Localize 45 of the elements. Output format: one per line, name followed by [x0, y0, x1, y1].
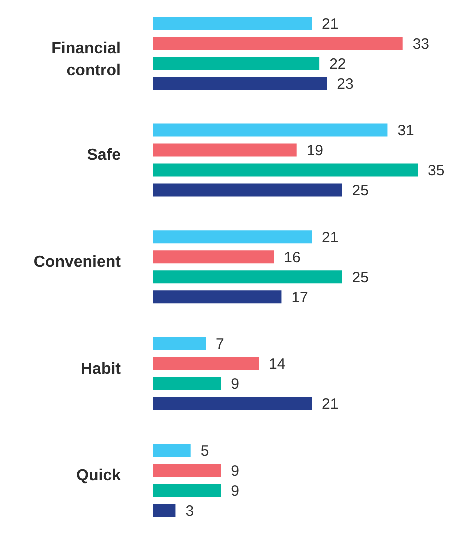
data-label: 9: [231, 483, 240, 500]
bar: [153, 57, 320, 70]
bar: [153, 444, 191, 458]
y-tick-label: Convenient: [34, 254, 122, 271]
data-label: 14: [269, 356, 286, 374]
bar: [153, 290, 282, 304]
bar: [153, 144, 297, 157]
bar: [153, 17, 312, 30]
bar: [153, 377, 222, 390]
bar: [153, 504, 176, 518]
data-label: 9: [231, 463, 240, 480]
data-label: 25: [352, 182, 369, 200]
data-label: 7: [216, 336, 224, 354]
bar: [153, 184, 342, 197]
data-label: 31: [398, 122, 414, 140]
y-tick-label: Safe: [87, 147, 122, 164]
bar: [153, 397, 312, 410]
bar: [153, 37, 403, 50]
data-label: 35: [428, 162, 445, 180]
data-label: 21: [322, 16, 339, 33]
bar: [153, 464, 222, 478]
data-label: 21: [322, 396, 339, 414]
data-label: 33: [412, 36, 430, 53]
data-label: 3: [186, 503, 194, 520]
y-tick-label: Quick: [76, 468, 122, 485]
y-tick-label: Habit: [81, 360, 122, 378]
data-label: 5: [200, 443, 210, 460]
data-label: 17: [292, 289, 308, 306]
data-label: 16: [284, 249, 301, 266]
data-label: 9: [231, 376, 240, 394]
bar: [153, 77, 328, 90]
data-label: 19: [306, 142, 324, 160]
bar: [153, 164, 418, 177]
bar: [153, 230, 312, 244]
bar: [153, 270, 342, 284]
bar: [153, 124, 388, 137]
bar: [153, 337, 206, 350]
bar: [153, 357, 259, 370]
data-label: 21: [322, 229, 339, 246]
y-tick-label: Financial control: [52, 40, 121, 80]
bar: [153, 484, 222, 498]
data-label: 23: [337, 76, 354, 93]
bar: [153, 250, 274, 264]
data-label: 22: [330, 56, 346, 73]
data-label: 25: [352, 269, 369, 286]
